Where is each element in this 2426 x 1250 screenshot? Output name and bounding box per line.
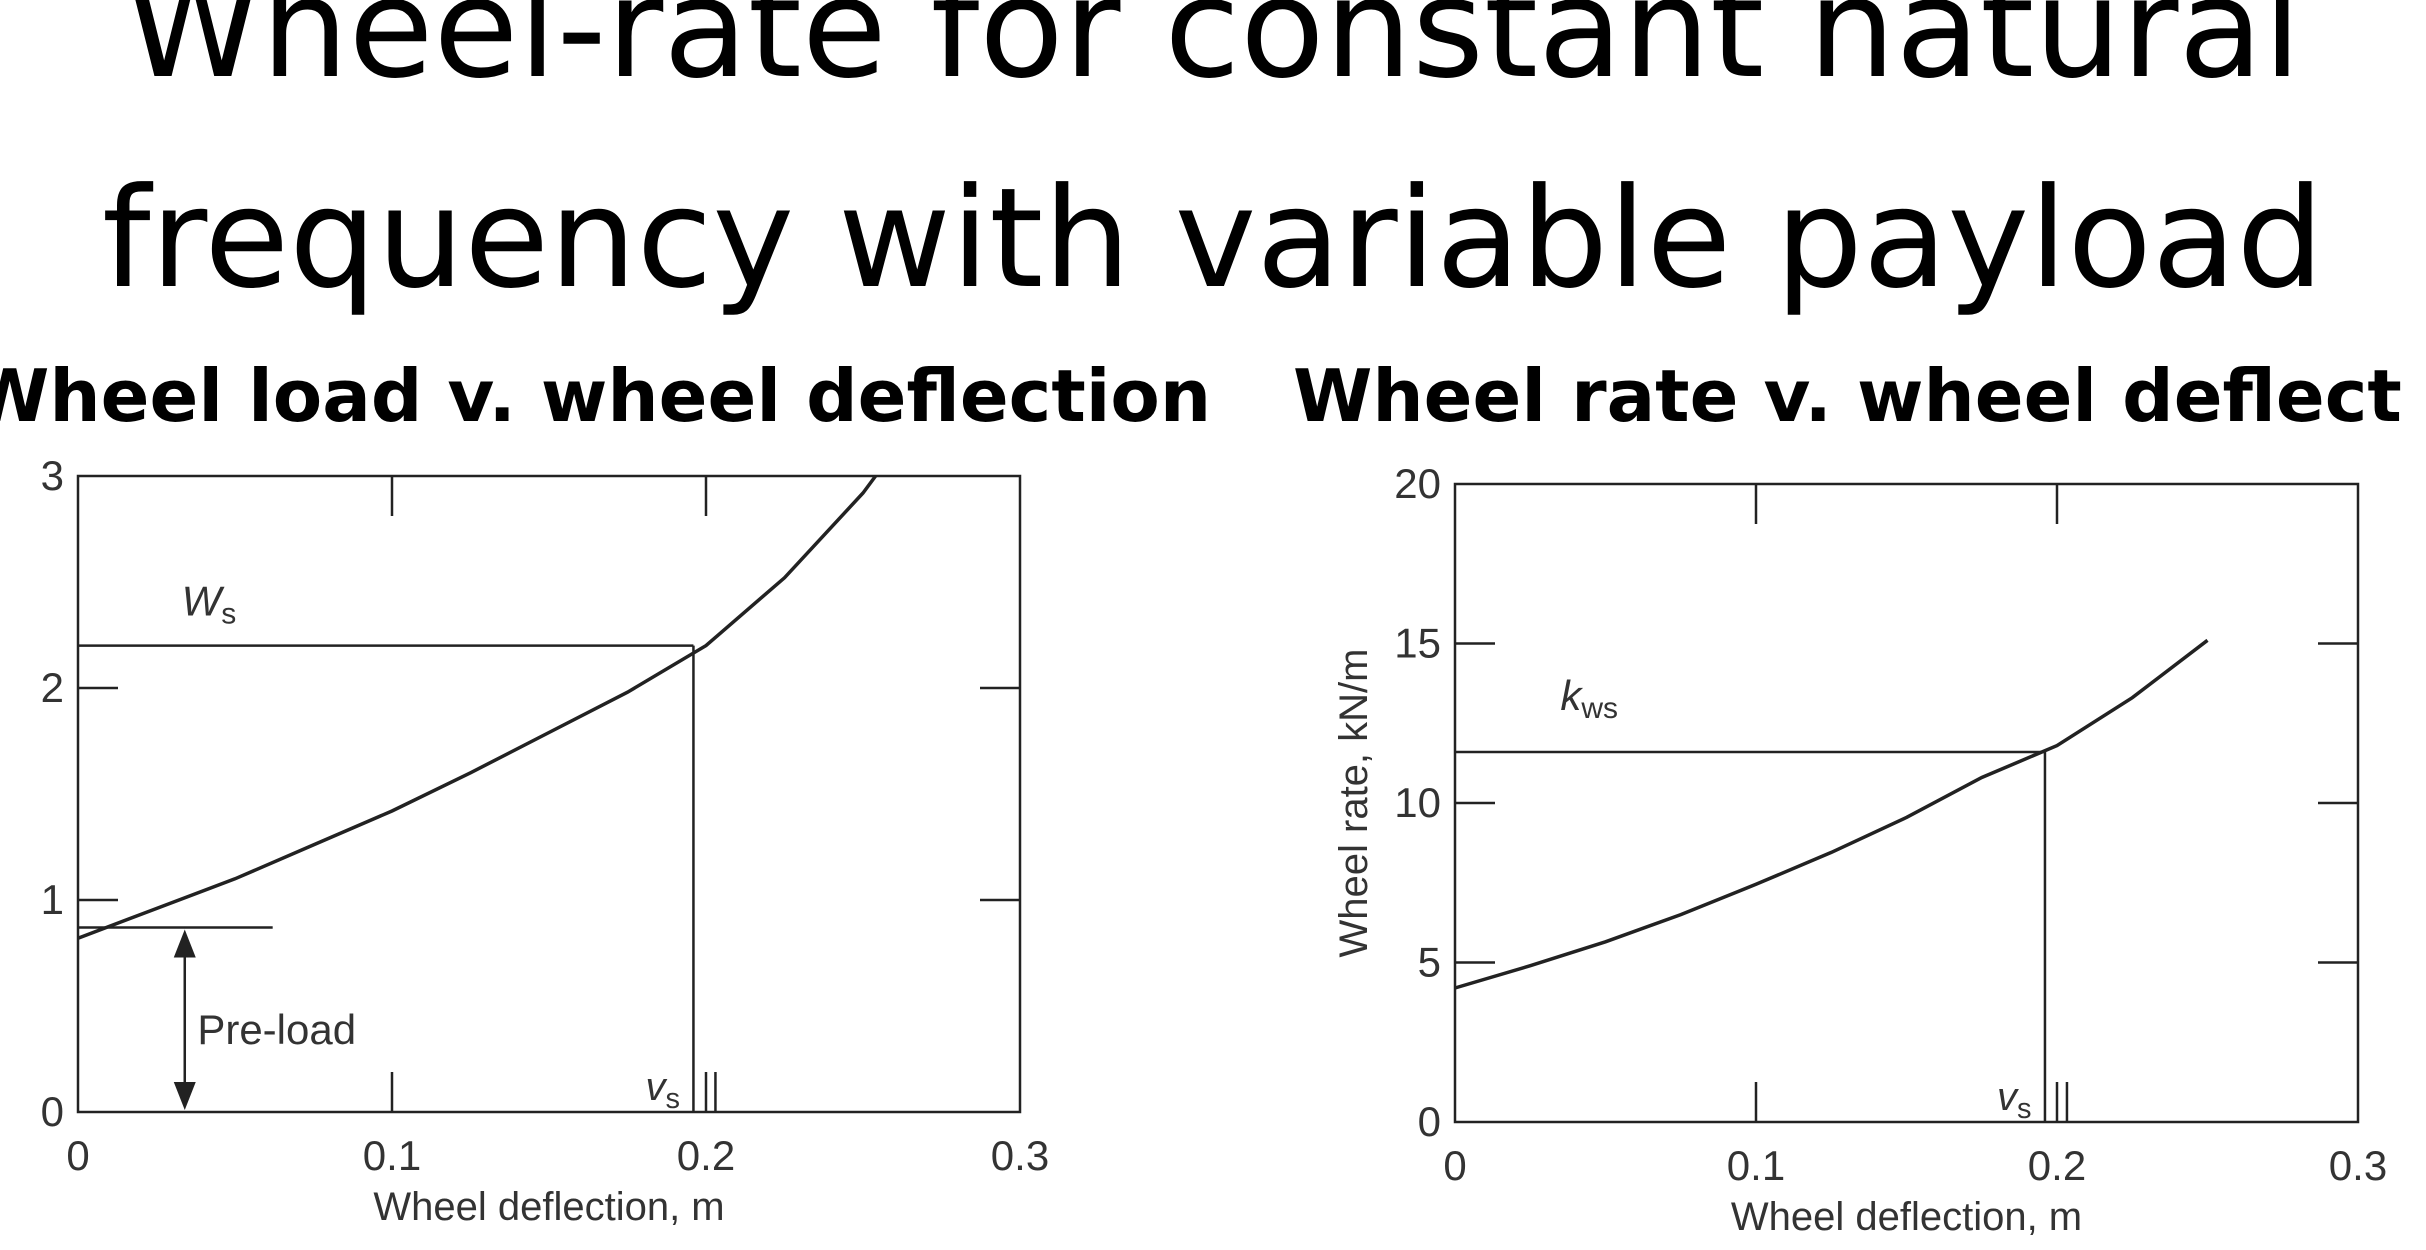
y-tick-label: 15 bbox=[1394, 620, 1441, 667]
x-axis-label: Wheel deflection, m bbox=[373, 1185, 724, 1229]
x-tick-label: 0.1 bbox=[363, 1132, 421, 1179]
data-curve bbox=[77, 474, 878, 940]
left-chart-title: Wheel load v. wheel deflection bbox=[0, 354, 1212, 438]
x-tick-label: 0.3 bbox=[991, 1132, 1049, 1179]
y-tick-label: 10 bbox=[1394, 779, 1441, 826]
vs-label: vs bbox=[645, 1065, 680, 1115]
x-tick-label: 0.1 bbox=[1727, 1142, 1785, 1189]
kws-label: kws bbox=[1560, 672, 1618, 725]
x-tick-label: 0.3 bbox=[2329, 1142, 2387, 1189]
plot-frame bbox=[1453, 482, 2360, 1124]
data-curve bbox=[1454, 638, 2209, 990]
y-tick-label: 0 bbox=[1418, 1098, 1441, 1145]
preload-arrow-head-up bbox=[173, 929, 196, 958]
y-tick-label: 1 bbox=[41, 876, 64, 923]
plot-frame bbox=[76, 474, 1022, 1114]
y-tick-label: 5 bbox=[1418, 939, 1441, 986]
right-chart-title: Wheel rate v. wheel deflect bbox=[1293, 354, 2402, 438]
y-tick-label: 20 bbox=[1394, 460, 1441, 507]
x-axis-label: Wheel deflection, m bbox=[1731, 1195, 2082, 1239]
y-tick-label: 0 bbox=[41, 1088, 64, 1135]
page-title-line-2: frequency with variable payload bbox=[101, 158, 2324, 319]
x-tick-label: 0.2 bbox=[2028, 1142, 2086, 1189]
x-tick-label: 0 bbox=[1443, 1142, 1466, 1189]
wheel-load-chart: 0 0.1 0.2 0.3 0 1 2 3 Wheel deflection, m vs Ws Pre… bbox=[41, 452, 1050, 1229]
preload-label: Pre-load bbox=[197, 1006, 356, 1053]
preload-arrow-head-down bbox=[173, 1082, 196, 1110]
y-tick-label: 2 bbox=[41, 664, 64, 711]
y-axis-label: Wheel rate, kN/m bbox=[1332, 649, 1376, 958]
ws-label: Ws bbox=[182, 578, 237, 631]
page-title-line-1: Wheel-rate for constant natural bbox=[124, 0, 2302, 109]
x-tick-label: 0.2 bbox=[677, 1132, 735, 1179]
x-tick-label: 0 bbox=[66, 1132, 89, 1179]
y-tick-label: 3 bbox=[41, 452, 64, 499]
vs-label: vs bbox=[1997, 1075, 2032, 1125]
